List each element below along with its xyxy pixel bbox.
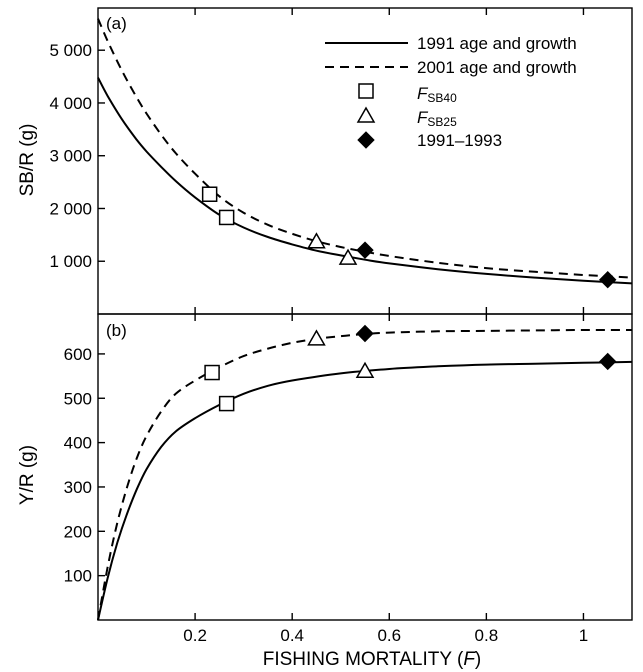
panel-b-frame (97, 313, 633, 621)
legend-fsb25-sub: SB25 (427, 115, 457, 129)
panel-a: 1 000 2 000 3 000 4 000 5 000 (49, 7, 633, 315)
series-2001-line (97, 18, 633, 279)
y-tick-label: 400 (64, 434, 92, 453)
series-1991-line (97, 77, 633, 285)
marker-fsb40-square (218, 395, 235, 412)
marker-fsb40-square (218, 209, 235, 226)
y-tick-label: 200 (64, 522, 92, 541)
x-tick-label: 0.4 (280, 626, 304, 645)
panel-b-y-axis-title: Y/R (g) (17, 445, 38, 505)
y-tick-label: 2 000 (49, 199, 92, 218)
y-tick-label: 5 000 (49, 41, 92, 60)
y-tick-label: 1 000 (49, 252, 92, 271)
panel-b: 100 200 300 400 500 600 0.2 0.4 0.6 0.8 1 (64, 313, 633, 645)
marker-1991-1993-diamond (599, 270, 617, 289)
x-axis-title: FISHING MORTALITY (F) (263, 649, 482, 670)
marker-fsb40-square (204, 364, 220, 381)
marker-fsb25-triangle (355, 361, 375, 378)
y-tick-label: 100 (64, 567, 92, 586)
x-tick-label: 0.2 (183, 626, 207, 645)
legend-triangle-marker (356, 106, 376, 123)
legend-label-1991: 1991 age and growth (417, 34, 577, 53)
legend-fsb40-sub: SB40 (427, 91, 457, 105)
panel-a-frame (97, 7, 633, 315)
series-1991-line (97, 360, 633, 621)
legend-label-1991-1993: 1991–1993 (417, 131, 502, 150)
marker-1991-1993-diamond (356, 324, 374, 343)
x-tick-label: 1 (579, 626, 588, 645)
marker-1991-1993-diamond (599, 352, 617, 371)
x-tick-label: 0.6 (377, 626, 401, 645)
legend: 1991 age and growth 2001 age and growth … (325, 34, 577, 150)
legend-label-2001: 2001 age and growth (417, 58, 577, 77)
marker-fsb40-square (201, 186, 218, 202)
marker-fsb25-triangle (307, 329, 326, 346)
legend-square-marker (358, 83, 374, 99)
panel-a-label: (a) (106, 14, 127, 33)
y-tick-label: 600 (64, 345, 92, 364)
y-tick-label: 300 (64, 478, 92, 497)
legend-diamond-marker (357, 131, 375, 149)
y-tick-label: 500 (64, 389, 92, 408)
panel-b-label: (b) (106, 321, 127, 340)
marker-fsb25-triangle (338, 248, 358, 265)
legend-fsb25-main: F (417, 108, 429, 127)
marker-1991-1993-diamond (356, 241, 374, 259)
legend-label-fsb25: FSB25 (417, 108, 457, 129)
x-axis-title-main: FISHING MORTALITY ( (263, 649, 464, 670)
series-2001-line (97, 328, 633, 621)
x-tick-label: 0.8 (475, 626, 499, 645)
panel-a-y-axis-title: SB/R (g) (17, 124, 38, 197)
legend-fsb40-main: F (417, 84, 429, 103)
legend-label-fsb40: FSB40 (417, 84, 457, 105)
x-axis-title-close: ) (475, 649, 481, 670)
y-tick-label: 3 000 (49, 147, 92, 166)
marker-fsb25-triangle (307, 232, 326, 249)
y-tick-label: 4 000 (49, 94, 92, 113)
x-axis-title-italic: F (463, 649, 476, 670)
